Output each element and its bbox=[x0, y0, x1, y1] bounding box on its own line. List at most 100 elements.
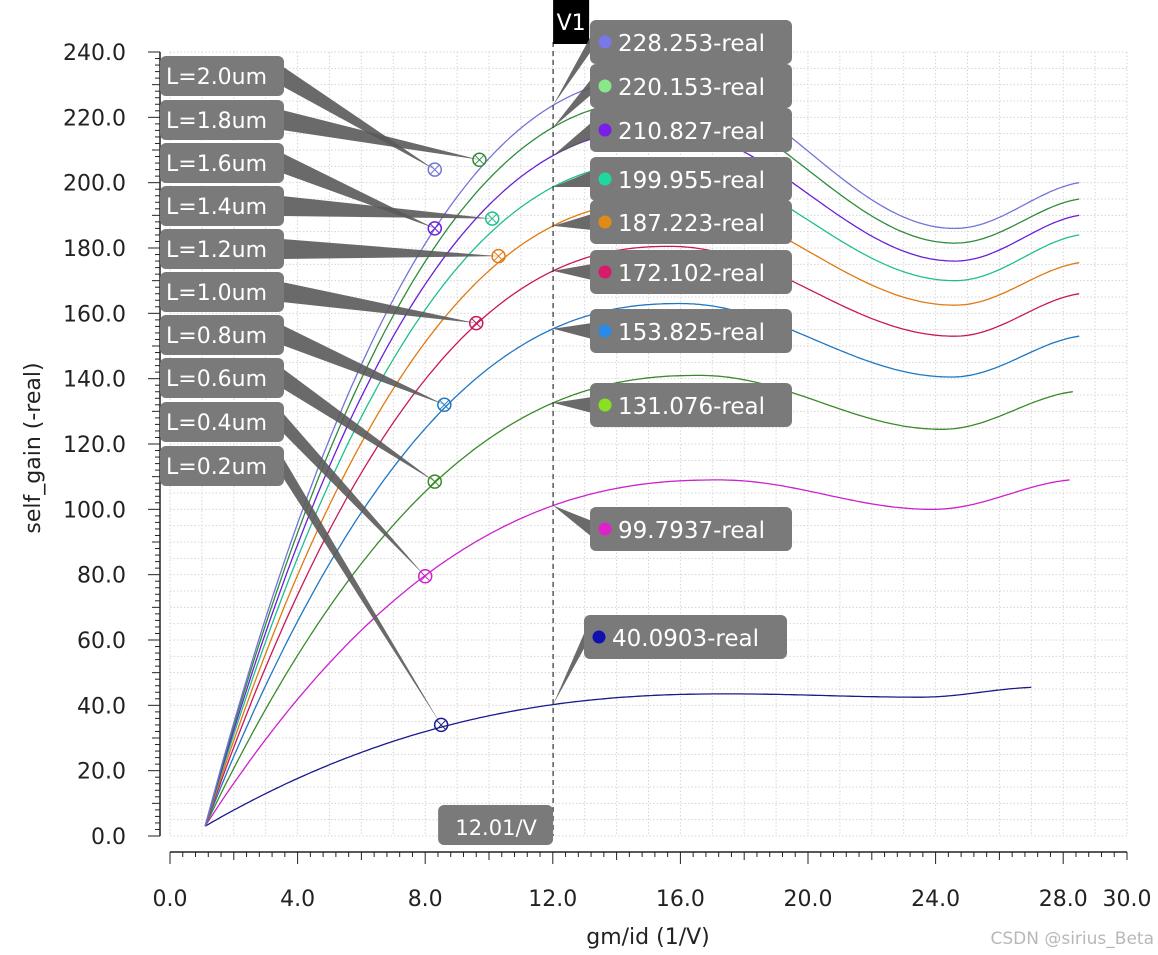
value-label-dot bbox=[598, 123, 612, 137]
series-marker bbox=[484, 211, 500, 226]
value-label-text: 172.102-real bbox=[618, 261, 765, 287]
series-marker-cross bbox=[487, 213, 498, 224]
value-label-text: 153.825-real bbox=[618, 320, 765, 346]
value-label-wedge bbox=[553, 629, 586, 705]
value-label-dot bbox=[598, 522, 612, 536]
x-tick-label: 20.0 bbox=[784, 887, 833, 912]
series-line bbox=[204, 302, 1080, 827]
series-name-tags: L=2.0um L=1.8um L=1.6um L=1.4um L=1.2um L=1.0… bbox=[160, 56, 499, 725]
series-marker-cross bbox=[474, 154, 485, 165]
series-tag-box bbox=[160, 315, 284, 355]
callout-wedge bbox=[282, 456, 442, 725]
series-marker bbox=[417, 569, 433, 584]
value-label-dot bbox=[598, 215, 612, 229]
value-label-box bbox=[590, 383, 792, 427]
series-tag-label: L=2.0um bbox=[166, 65, 267, 90]
series-tag-label: L=1.4um bbox=[166, 195, 267, 220]
value-label-wedge bbox=[553, 122, 592, 156]
series-marker bbox=[437, 397, 452, 413]
x-tick-label: 28.0 bbox=[1039, 887, 1088, 912]
series-tag-box bbox=[160, 143, 284, 183]
value-label-box bbox=[590, 108, 792, 152]
callout-wedge bbox=[282, 110, 480, 160]
x-tick-label: 12.0 bbox=[528, 887, 577, 912]
series-markers bbox=[417, 152, 506, 733]
value-label-dot bbox=[598, 172, 612, 186]
series-marker-cross bbox=[420, 571, 431, 582]
value-label-wedge bbox=[553, 214, 592, 230]
series-tag-box bbox=[160, 100, 284, 140]
series-marker-cross bbox=[471, 318, 482, 328]
series-tag-label: L=1.6um bbox=[166, 152, 267, 177]
cursor-name-box bbox=[553, 0, 590, 44]
callout-wedge bbox=[282, 239, 499, 259]
series-tag-box bbox=[160, 358, 284, 398]
cursor-v1[interactable]: V1 12.01/V bbox=[438, 0, 590, 845]
value-label-text: 228.253-real bbox=[618, 31, 765, 57]
series-tag-label: L=0.4um bbox=[166, 411, 267, 436]
x-tick-label: 24.0 bbox=[911, 887, 960, 912]
series-line bbox=[204, 686, 1032, 827]
y-tick-label: 120.0 bbox=[63, 433, 126, 458]
value-label-wedge bbox=[553, 323, 592, 339]
value-label-dot bbox=[598, 35, 612, 49]
value-label-box bbox=[590, 64, 792, 108]
chart-axes: 0.0 20.0 40.0 60.0 80.0 100.0 120.0 140.0 160.0 1… bbox=[63, 41, 1151, 912]
callout-wedge bbox=[282, 196, 493, 219]
series-tag-label: L=1.0um bbox=[166, 281, 267, 306]
series-marker bbox=[491, 248, 506, 264]
value-label-text: 40.0903-real bbox=[612, 626, 759, 652]
series-tag-box bbox=[160, 272, 284, 312]
y-tick-label: 60.0 bbox=[77, 629, 126, 654]
x-tick-label: 30.0 bbox=[1103, 887, 1152, 912]
x-tick-label: 0.0 bbox=[153, 887, 188, 912]
cursor-x-box bbox=[438, 805, 554, 845]
value-label-wedge bbox=[553, 171, 592, 187]
cursor-value-labels: 228.253-real 220.153-real 210.827-real 199.… bbox=[553, 20, 792, 705]
series-marker bbox=[427, 221, 443, 236]
series-marker bbox=[472, 152, 487, 168]
value-label-box bbox=[590, 250, 792, 294]
value-label-wedge bbox=[553, 34, 592, 106]
value-label-wedge bbox=[553, 397, 592, 413]
y-tick-label: 20.0 bbox=[77, 760, 126, 785]
cursor-name: V1 bbox=[557, 11, 586, 36]
value-label-text: 220.153-real bbox=[618, 75, 765, 101]
value-label-dot bbox=[598, 398, 612, 412]
x-axis-label: gm/id (1/V) bbox=[586, 925, 710, 950]
cursor-x-value: 12.01/V bbox=[455, 816, 537, 840]
series-tag-label: L=0.6um bbox=[166, 367, 267, 392]
series-marker bbox=[433, 717, 449, 733]
value-label-text: 199.955-real bbox=[618, 168, 765, 194]
value-label-text: 131.076-real bbox=[618, 394, 765, 420]
series-marker-cross bbox=[493, 251, 504, 262]
series-marker bbox=[427, 162, 443, 177]
value-label-box bbox=[590, 507, 792, 551]
y-tick-label: 100.0 bbox=[63, 498, 126, 523]
callout-wedge bbox=[282, 153, 435, 229]
value-label-wedge bbox=[553, 78, 592, 128]
series-tag-box bbox=[160, 446, 284, 486]
x-tick-label: 4.0 bbox=[280, 887, 315, 912]
series-tag-label: L=1.2um bbox=[166, 238, 267, 263]
value-label-box bbox=[590, 20, 792, 64]
y-tick-label: 180.0 bbox=[63, 237, 126, 262]
series-marker-cross bbox=[429, 476, 440, 487]
series-marker-cross bbox=[439, 399, 450, 410]
value-label-box bbox=[590, 309, 792, 353]
series-marker-cross bbox=[429, 164, 440, 175]
x-tick-label: 16.0 bbox=[656, 887, 705, 912]
callout-wedge bbox=[282, 368, 435, 482]
value-label-text: 187.223-real bbox=[618, 211, 765, 237]
series-tag-box bbox=[160, 229, 284, 269]
value-label-box bbox=[590, 200, 792, 244]
series-tag-label: L=0.8um bbox=[166, 324, 267, 349]
series-tag-label: L=0.2um bbox=[166, 455, 267, 480]
series-tag-box bbox=[160, 56, 284, 96]
watermark: CSDN @sirius_Beta bbox=[990, 929, 1154, 949]
y-axis-label: self_gain (-real) bbox=[21, 362, 46, 533]
callout-wedge bbox=[282, 412, 426, 577]
value-label-dot bbox=[598, 324, 612, 338]
series-marker bbox=[427, 474, 443, 489]
value-label-box bbox=[584, 615, 787, 659]
